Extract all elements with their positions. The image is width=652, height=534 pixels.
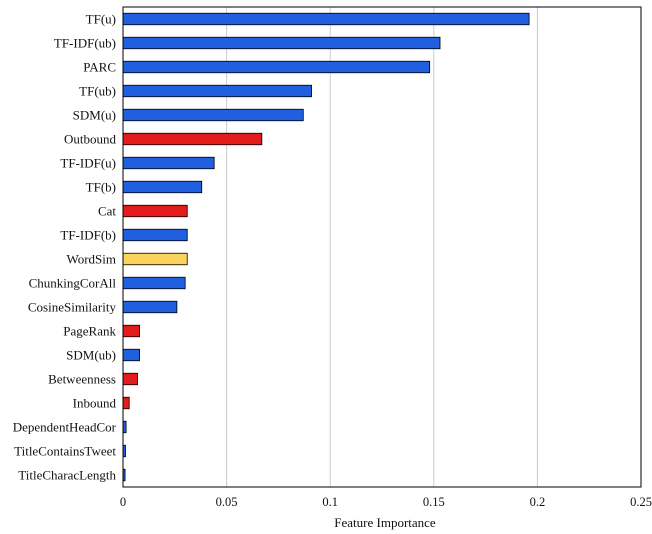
category-label: TF-IDF(ub) <box>54 36 116 51</box>
bar <box>122 228 188 242</box>
category-label: PageRank <box>63 324 116 339</box>
category-label: TF-IDF(b) <box>60 228 116 243</box>
category-label: Outbound <box>64 132 117 147</box>
x-tick-label: 0.2 <box>530 495 546 509</box>
bar <box>122 180 203 194</box>
bar <box>122 108 304 122</box>
category-label: TitleCharacLength <box>18 468 116 483</box>
x-tick-label: 0.1 <box>322 495 338 509</box>
x-tick-label: 0 <box>120 495 126 509</box>
bar <box>122 156 215 170</box>
bar <box>122 300 178 314</box>
x-tick-label: 0.25 <box>630 495 652 509</box>
bar <box>122 132 263 146</box>
category-label: Cat <box>98 204 116 219</box>
x-tick-label: 0.15 <box>423 495 445 509</box>
category-label: TitleContainsTweet <box>14 444 116 459</box>
plot-frame <box>122 6 642 488</box>
bar <box>122 12 530 26</box>
category-labels: TF(u) TF-IDF(ub) PARC TF(ub) SDM(u) Outbound T… <box>13 12 117 483</box>
gridlines <box>226 7 538 487</box>
bar <box>122 348 140 362</box>
bars <box>122 12 530 482</box>
category-label: SDM(ub) <box>66 348 116 363</box>
category-label: Inbound <box>73 396 117 411</box>
category-label: TF(u) <box>86 12 116 27</box>
x-tick-label: 0.05 <box>216 495 238 509</box>
category-label: TF-IDF(u) <box>60 156 116 171</box>
category-label: DependentHeadCor <box>13 420 117 435</box>
bar <box>122 324 140 338</box>
category-label: SDM(u) <box>73 108 116 123</box>
bar <box>122 204 188 218</box>
category-label: TF(ub) <box>79 84 116 99</box>
bar <box>122 276 186 290</box>
category-label: PARC <box>83 60 116 75</box>
bar <box>122 252 188 266</box>
bar <box>122 84 312 98</box>
bar <box>122 60 431 74</box>
category-label: Betweenness <box>48 372 116 387</box>
x-tick-labels: 0 0.05 0.1 0.15 0.2 0.25 <box>120 495 652 509</box>
category-label: WordSim <box>66 252 116 267</box>
x-axis-title: Feature Importance <box>334 515 436 530</box>
bar <box>122 396 130 410</box>
bar <box>122 372 138 386</box>
bar <box>122 36 441 50</box>
category-label: ChunkingCorAll <box>29 276 117 291</box>
category-label: CosineSimilarity <box>28 300 117 315</box>
category-label: TF(b) <box>86 180 116 195</box>
